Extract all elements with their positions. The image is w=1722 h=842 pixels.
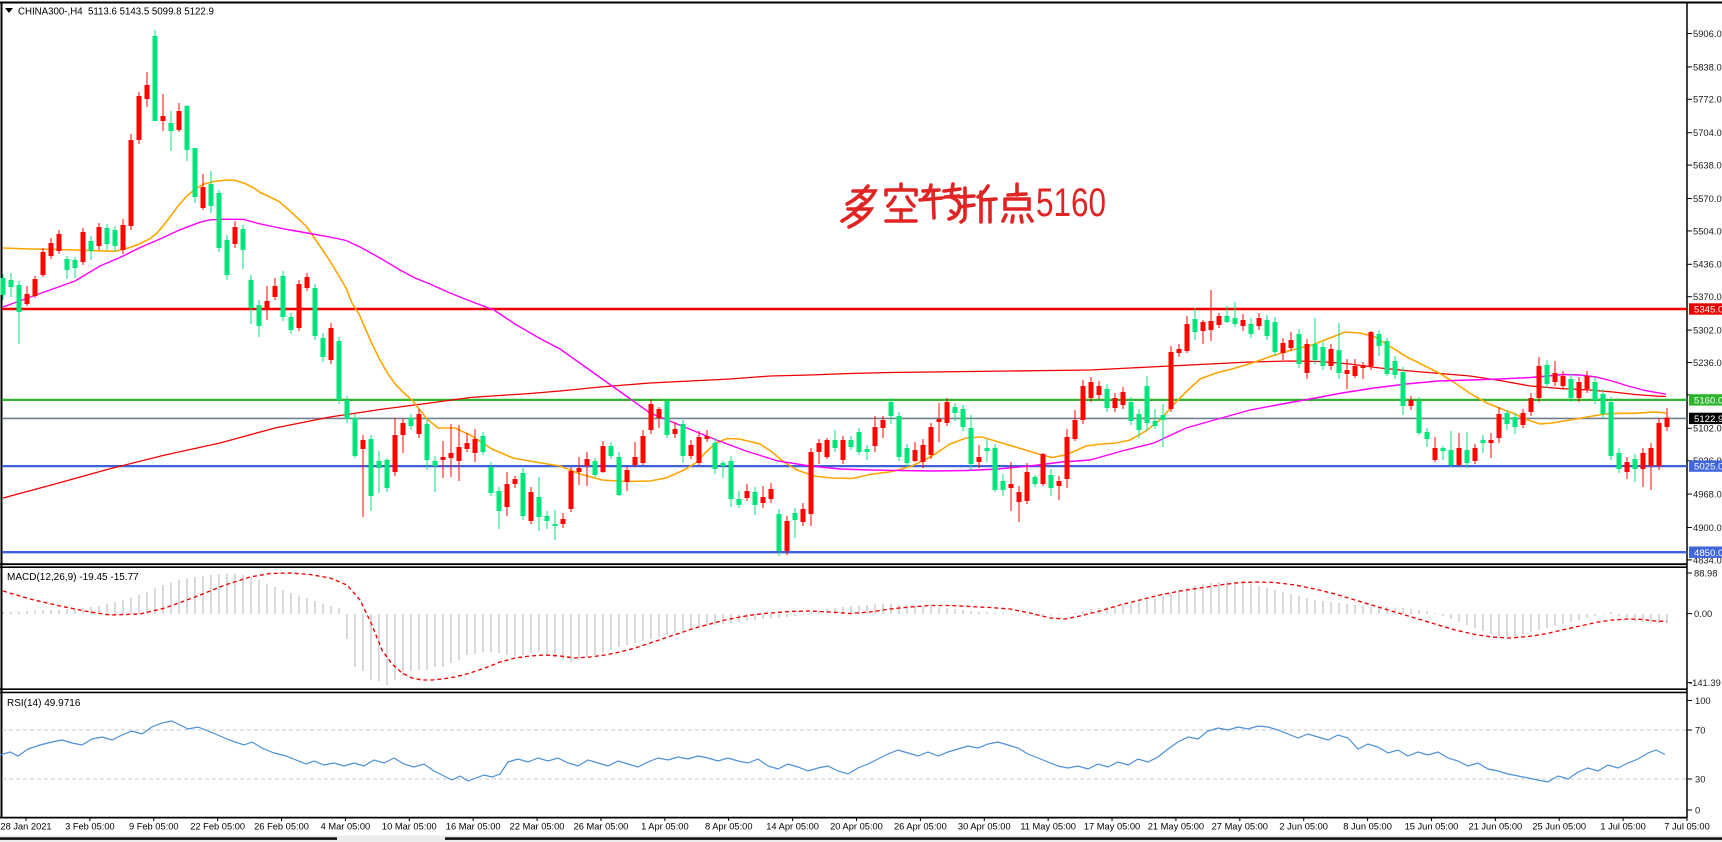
svg-text:20 Apr 05:00: 20 Apr 05:00 (830, 822, 883, 832)
svg-text:22 Mar 05:00: 22 Mar 05:00 (510, 822, 565, 832)
svg-text:5436.0: 5436.0 (1693, 259, 1722, 270)
svg-text:5122.9: 5122.9 (1694, 414, 1722, 425)
svg-text:2 Jun 05:00: 2 Jun 05:00 (1279, 822, 1328, 832)
svg-text:1 Jul 05:00: 1 Jul 05:00 (1600, 822, 1646, 832)
svg-text:5370.0: 5370.0 (1693, 291, 1722, 302)
svg-text:5570.0: 5570.0 (1693, 193, 1722, 204)
svg-text:4 Mar 05:00: 4 Mar 05:00 (321, 822, 371, 832)
svg-text:25 Jun 05:00: 25 Jun 05:00 (1532, 822, 1586, 832)
svg-text:5838.0: 5838.0 (1693, 61, 1722, 72)
svg-text:0.00: 0.00 (1694, 608, 1712, 619)
svg-text:14 Apr 05:00: 14 Apr 05:00 (766, 822, 819, 832)
svg-text:4968.0: 4968.0 (1693, 489, 1722, 500)
svg-text:10 Mar 05:00: 10 Mar 05:00 (382, 822, 437, 832)
svg-text:RSI(14) 49.9716: RSI(14) 49.9716 (7, 698, 81, 709)
svg-text:5772.0: 5772.0 (1693, 94, 1722, 105)
svg-text:100: 100 (1695, 695, 1711, 706)
svg-text:0: 0 (1695, 804, 1700, 815)
svg-text:5704.0: 5704.0 (1693, 127, 1722, 138)
svg-text:3 Feb 05:00: 3 Feb 05:00 (65, 822, 115, 832)
svg-text:5102.0: 5102.0 (1693, 423, 1722, 434)
svg-text:9 Feb 05:00: 9 Feb 05:00 (129, 822, 179, 832)
svg-text:4900.0: 4900.0 (1693, 522, 1722, 533)
svg-text:5160: 5160 (1036, 181, 1106, 225)
svg-text:21 Jun 05:00: 21 Jun 05:00 (1468, 822, 1522, 832)
svg-text:22 Feb 05:00: 22 Feb 05:00 (190, 822, 245, 832)
svg-text:5236.0: 5236.0 (1693, 357, 1722, 368)
svg-text:4834.0: 4834.0 (1693, 554, 1722, 565)
svg-text:8 Jun 05:00: 8 Jun 05:00 (1343, 822, 1392, 832)
svg-text:28 Jan 2021: 28 Jan 2021 (0, 822, 51, 832)
svg-text:21 May 05:00: 21 May 05:00 (1148, 822, 1204, 832)
svg-text:5160.0: 5160.0 (1694, 396, 1722, 407)
svg-text:MACD(12,26,9) -19.45 -15.77: MACD(12,26,9) -19.45 -15.77 (7, 572, 139, 583)
svg-text:30: 30 (1695, 773, 1705, 784)
svg-text:5504.0: 5504.0 (1693, 225, 1722, 236)
svg-text:5025.0: 5025.0 (1694, 462, 1722, 473)
svg-text:30 Apr 05:00: 30 Apr 05:00 (958, 822, 1011, 832)
svg-text:15 Jun 05:00: 15 Jun 05:00 (1405, 822, 1459, 832)
svg-text:-141.39: -141.39 (1689, 677, 1721, 688)
svg-text:1 Apr 05:00: 1 Apr 05:00 (641, 822, 689, 832)
svg-text:4850.0: 4850.0 (1694, 548, 1722, 559)
svg-text:5638.0: 5638.0 (1693, 160, 1722, 171)
svg-text:7 Jul 05:00: 7 Jul 05:00 (1664, 822, 1710, 832)
svg-text:27 May 05:00: 27 May 05:00 (1212, 822, 1268, 832)
svg-text:5906.0: 5906.0 (1693, 28, 1722, 39)
svg-text:26 Apr 05:00: 26 Apr 05:00 (894, 822, 947, 832)
svg-text:16 Mar 05:00: 16 Mar 05:00 (446, 822, 501, 832)
svg-text:26 Mar 05:00: 26 Mar 05:00 (574, 822, 629, 832)
svg-text:11 May 05:00: 11 May 05:00 (1020, 822, 1076, 832)
svg-text:8 Apr 05:00: 8 Apr 05:00 (705, 822, 753, 832)
svg-text:88.98: 88.98 (1694, 567, 1717, 578)
svg-text:CHINA300-,H4 5113.6 5143.5 50: CHINA300-,H4 5113.6 5143.5 5099.8 5122.9 (18, 7, 214, 18)
svg-text:70: 70 (1695, 724, 1705, 735)
svg-text:26 Feb 05:00: 26 Feb 05:00 (254, 822, 309, 832)
svg-text:17 May 05:00: 17 May 05:00 (1084, 822, 1140, 832)
svg-text:5302.0: 5302.0 (1693, 325, 1722, 336)
svg-text:5345.0: 5345.0 (1694, 305, 1722, 316)
